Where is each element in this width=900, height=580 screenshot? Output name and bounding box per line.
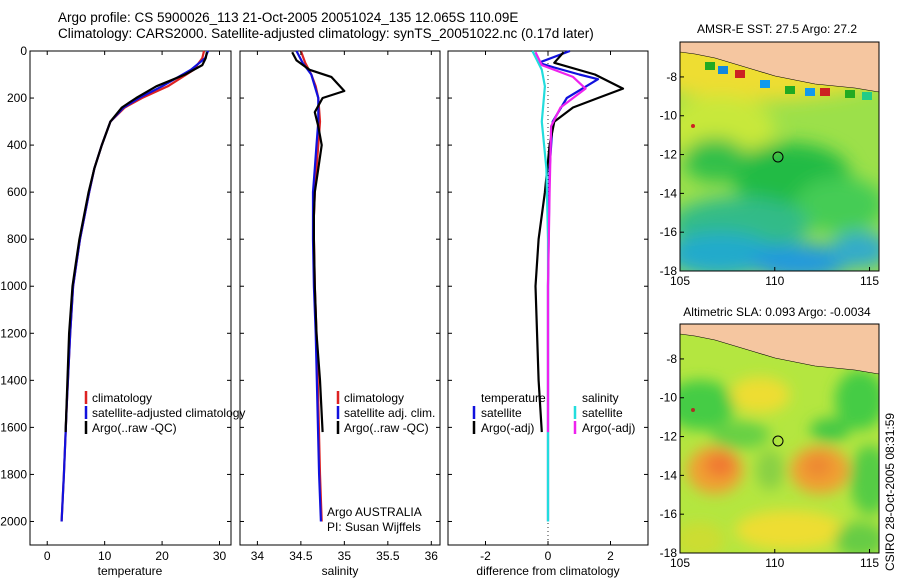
map-y-tick-label: -10 — [660, 109, 678, 123]
sla-map-title: Altimetric SLA: 0.093 Argo: -0.0034 — [683, 305, 871, 319]
legend-label-satellite: satellite-adjusted climatology — [92, 406, 245, 420]
map-y-tick-label: -12 — [660, 430, 678, 444]
y-tick-label: 600 — [7, 185, 27, 199]
y-tick-label: 1600 — [0, 420, 27, 434]
temperature-panel — [29, 50, 232, 546]
y-tick-label: 2000 — [0, 514, 27, 528]
x-tick-label: 0 — [44, 549, 51, 563]
temperature-axis-label: temperature — [98, 564, 163, 578]
star-marker — [691, 408, 695, 412]
legend-label-satellite: satellite adj. clim. — [344, 406, 435, 420]
x-tick-label: 34 — [251, 549, 265, 563]
series-line-satellite — [295, 50, 322, 522]
difference-series — [531, 49, 625, 522]
map-y-tick-label: -14 — [660, 186, 678, 200]
star-marker — [691, 124, 695, 128]
legend-group-title-temperature: temperature — [481, 391, 546, 405]
temperature-legend: climatology satellite-adjusted climatolo… — [84, 391, 245, 435]
temperature-series — [60, 50, 210, 522]
pi-annotation: PI: Susan Wijffels — [327, 520, 421, 534]
x-tick-label: -2 — [480, 549, 491, 563]
x-tick-label: 36 — [425, 549, 439, 563]
map-x-tick-label: 110 — [765, 274, 784, 288]
sst-map-field — [680, 42, 879, 271]
argo-position-marker — [772, 435, 784, 447]
difference-axis-label: difference from climatology — [476, 564, 619, 578]
map-y-tick-label: -12 — [660, 148, 678, 162]
sst-map-title: AMSR-E SST: 27.5 Argo: 27.2 — [697, 22, 857, 36]
legend-label-temp-argo: Argo(-adj) — [481, 421, 534, 435]
map-y-tick-label: -18 — [660, 546, 678, 560]
salinity-legend: climatology satellite adj. clim. Argo(..… — [336, 391, 435, 435]
sst-map-axes: 105 110 115 -8 -10 -12 -14 -16 -18 — [660, 70, 880, 288]
map-x-tick-label: 105 — [670, 556, 690, 570]
x-tick-label: 35 — [338, 549, 352, 563]
map-y-tick-label: -8 — [666, 70, 677, 84]
series-line-argo — [291, 51, 346, 433]
x-tick-label: 34.5 — [289, 549, 313, 563]
timestamp-stamp: CSIRO 28-Oct-2005 08:31:59 — [883, 413, 897, 571]
x-tick-label: 0 — [545, 549, 552, 563]
y-tick-label: 400 — [7, 138, 27, 152]
map-x-tick-label: 115 — [860, 274, 879, 288]
x-tick-label: 10 — [98, 549, 112, 563]
legend-label-temp-satellite: satellite — [481, 406, 522, 420]
y-tick-label: 1800 — [0, 467, 27, 481]
map-y-tick-label: -14 — [660, 468, 678, 482]
legend-label-argo: Argo(..raw -QC) — [92, 421, 177, 435]
profile-axes: 0 10 20 30020040060080010001200140016001800… — [0, 44, 648, 563]
salinity-axis-label: salinity — [322, 564, 359, 578]
map-x-tick-label: 105 — [670, 274, 690, 288]
salinity-panel — [239, 50, 441, 546]
y-tick-label: 1200 — [0, 326, 27, 340]
legend-group-title-salinity: salinity — [582, 391, 619, 405]
x-tick-label: 30 — [213, 549, 227, 563]
map-y-tick-label: -16 — [660, 507, 678, 521]
figure-title-line1: Argo profile: CS 5900026_113 21-Oct-2005… — [58, 10, 518, 25]
y-tick-label: 0 — [20, 44, 27, 58]
map-x-tick-label: 115 — [860, 556, 879, 570]
y-tick-label: 1400 — [0, 373, 27, 387]
x-tick-label: 35.5 — [376, 549, 400, 563]
x-tick-label: 20 — [155, 549, 169, 563]
salinity-series — [291, 50, 346, 522]
legend-label-climatology: climatology — [344, 391, 404, 405]
y-tick-label: 200 — [7, 91, 27, 105]
land-mass — [680, 42, 879, 93]
map-x-tick-label: 110 — [765, 556, 784, 570]
series-line-argo — [64, 51, 208, 433]
argo-position-marker — [772, 151, 784, 163]
sla-map-axes: 105 110 115 -8 -10 -12 -14 -16 -18 — [660, 352, 880, 570]
y-tick-label: 1000 — [0, 279, 27, 293]
legend-label-sal-argo: Argo(-adj) — [582, 421, 635, 435]
sla-map-field — [680, 324, 879, 553]
figure-title-line2: Climatology: CARS2000. Satellite-adjuste… — [58, 26, 594, 41]
float-owner-annotation: Argo AUSTRALIA — [327, 505, 422, 519]
map-y-tick-label: -16 — [660, 225, 678, 239]
x-tick-label: 2 — [607, 549, 614, 563]
map-y-tick-label: -18 — [660, 264, 678, 278]
land-mass — [680, 324, 879, 375]
legend-label-sal-satellite: satellite — [582, 406, 623, 420]
map-y-tick-label: -8 — [666, 352, 677, 366]
y-tick-label: 800 — [7, 232, 27, 246]
sst-map-frame — [679, 41, 880, 272]
difference-legend: temperature satellite Argo(-adj) salinit… — [472, 391, 635, 435]
legend-label-climatology: climatology — [92, 391, 152, 405]
sla-map-frame — [679, 323, 880, 554]
legend-label-argo: Argo(..raw -QC) — [344, 421, 429, 435]
series-line-salinity-argo — [534, 51, 587, 433]
map-y-tick-label: -10 — [660, 391, 678, 405]
